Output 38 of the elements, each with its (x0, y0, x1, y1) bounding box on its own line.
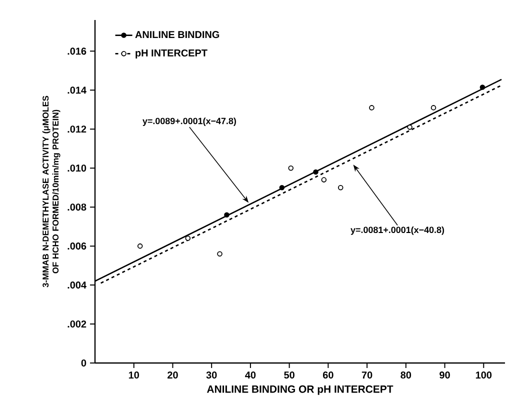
y-tick-label: .006 (68, 242, 86, 250)
x-tick-label: 80 (400, 372, 412, 379)
x-tick-label: 20 (168, 372, 178, 379)
x-tick-label: 60 (322, 372, 334, 379)
annotation: y=.0081+.0001(x−40.8) (350, 226, 444, 235)
x-tick-label: 10 (128, 372, 139, 379)
y-tick-label: .008 (68, 204, 86, 211)
point (407, 124, 412, 130)
point (137, 243, 143, 249)
y-tick-label: .012 (68, 126, 86, 133)
annotation: y=.0089+.0001(x−47.8) (142, 118, 236, 126)
y-axis-title: 3-MMAB N-DEMETHYLASE ACTIVITY (μMOLES OF HCHO FORMED/10min/mg PROTEIN) (42, 96, 60, 288)
y-tick-label: .014 (68, 86, 86, 94)
point (185, 236, 191, 241)
point (288, 165, 294, 171)
point (430, 105, 436, 110)
point (217, 251, 222, 257)
y-tick-label: 0 (81, 359, 86, 367)
x-tick-label: 30 (206, 372, 217, 379)
y-tick-label: .004 (68, 282, 86, 289)
point (338, 184, 344, 190)
y-tick-label: .010 (68, 164, 86, 172)
point (321, 177, 327, 182)
point (279, 184, 285, 190)
x-axis-title: ANILINE BINDING OR pH INTERCEPT (206, 385, 394, 395)
legend-label: ANILINE BINDING (135, 31, 220, 38)
y-tick-label: .002 (68, 320, 86, 328)
point (369, 105, 374, 110)
y-tick-label: .016 (68, 48, 86, 55)
legend-label: pH INTERCEPT (136, 49, 208, 58)
x-tick-label: 100 (476, 372, 492, 379)
point (224, 212, 230, 218)
x-tick-label: 40 (245, 372, 256, 379)
x-tick-label: 90 (440, 372, 450, 379)
point (313, 169, 318, 175)
point (480, 84, 486, 90)
x-tick-label: 50 (284, 372, 294, 379)
x-tick-label: 70 (362, 372, 372, 379)
